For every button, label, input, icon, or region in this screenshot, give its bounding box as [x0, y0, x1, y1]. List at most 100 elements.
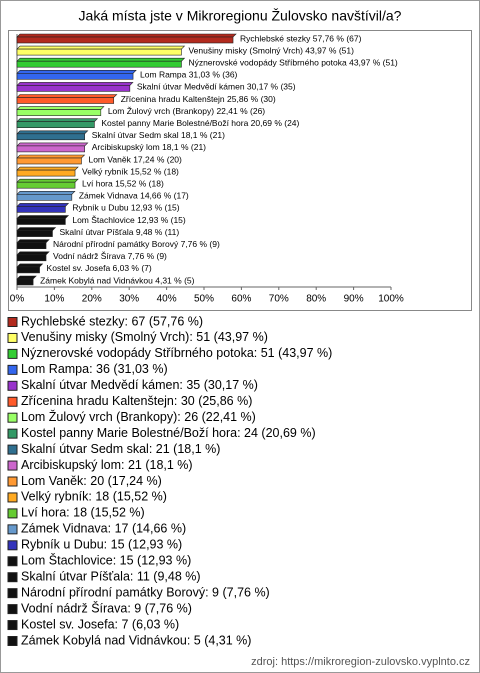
bar [16, 266, 40, 274]
bar-top [16, 215, 70, 219]
x-tick-label: 10% [44, 294, 64, 305]
bar [16, 157, 82, 165]
legend-label: Zámek Kobylá nad Vidnávkou: 5 (4,31 %) [21, 633, 251, 647]
x-tick-label: 60% [231, 294, 251, 305]
x-tick-label: 80% [306, 294, 326, 305]
data-label: Venušiny misky (Smolný Vrch) 43,97 % (51… [188, 45, 354, 55]
legend-label: Národní přírodní památky Borový: 9 (7,76… [21, 585, 270, 599]
bar-top [16, 130, 89, 135]
x-tick-label: 20% [82, 294, 102, 305]
data-label: Skalní útvar Píšťala 9,48 % (11) [59, 227, 179, 237]
x-tick-label: 0% [10, 294, 25, 305]
data-label: Skalní útvar Medvědí kámen 30,17 % (35) [137, 82, 296, 92]
legend-label: Lom Štachlovice: 15 (12,93 %) [21, 553, 191, 568]
bar-top [16, 178, 79, 183]
bar-top [16, 191, 76, 195]
data-label: Vodní nádrž Šírava 7,76 % (9) [53, 251, 167, 261]
x-tick-label: 40% [157, 294, 177, 305]
legend-label: Venušiny misky (Smolný Vrch): 51 (43,97 … [21, 330, 268, 344]
legend-label: Lom Vaněk: 20 (17,24 %) [21, 474, 162, 488]
data-label: Arcibiskupský lom 18,1 % (21) [92, 142, 206, 152]
bar-top [16, 33, 237, 38]
bar-top [16, 118, 99, 122]
x-tick-label: 50% [194, 294, 214, 305]
bar-top [16, 57, 186, 62]
bar [16, 254, 47, 262]
legend-label: Arcibiskupský lom: 21 (18,1 %) [21, 458, 193, 472]
data-label: Rychlebské stezky 57,76 % (67) [240, 33, 362, 43]
legend-label: Skalní útvar Píšťala: 11 (9,48 %) [21, 569, 201, 583]
bar-top [16, 275, 37, 280]
legend-swatch [7, 620, 18, 631]
x-tick-label: 30% [119, 294, 139, 305]
bar-top [16, 239, 50, 243]
legend-label: Kostel sv. Josefa: 7 (6,03 %) [21, 617, 179, 631]
legend-swatch [7, 332, 18, 343]
legend-label: Skalní útvar Medvědí kámen: 35 (30,17 %) [21, 378, 258, 392]
legend-swatch [7, 604, 18, 615]
bar [16, 242, 47, 249]
bar [16, 181, 76, 189]
data-label: Kostel panny Marie Bolestné/Boží hora 20… [101, 118, 299, 128]
bar-top [16, 82, 134, 86]
legend-swatch [7, 444, 18, 455]
data-label: Nýznerovské vodopády Stříbrného potoka 4… [188, 57, 397, 67]
bar-top [16, 142, 89, 147]
bar-top [16, 166, 79, 171]
bar [16, 133, 85, 141]
legend-swatch [7, 524, 18, 535]
bar-top [16, 106, 105, 110]
bar-top [16, 45, 186, 50]
bar [16, 230, 53, 237]
bar [16, 97, 115, 104]
legend-label: Vodní nádrž Šírava: 9 (7,76 %) [21, 600, 192, 615]
data-label: Zřícenina hradu Kaltenštejn 25,86 % (30) [121, 94, 276, 104]
bar [16, 145, 85, 153]
legend-swatch [7, 556, 18, 567]
legend-swatch [7, 428, 18, 439]
legend-swatch [7, 492, 18, 503]
legend-swatch [7, 348, 18, 359]
bar [16, 169, 76, 177]
source: zdroj: https://mikroregion-zulovsko.vypl… [251, 656, 470, 668]
legend-swatch [7, 412, 18, 423]
data-label: Lví hora 15,52 % (18) [82, 178, 164, 188]
bar-top [16, 227, 57, 231]
x-tick-label: 90% [344, 294, 364, 305]
legend-swatch [7, 396, 18, 407]
data-label: Zámek Kobylá nad Vidnávkou 4,31 % (5) [40, 275, 195, 285]
legend-swatch [7, 476, 18, 487]
data-label: Velký rybník 15,52 % (18) [82, 166, 179, 176]
legend-label: Velký rybník: 18 (15,52 %) [21, 490, 167, 504]
bar [16, 36, 234, 44]
data-label: Národní přírodní památky Borový 7,76 % (… [53, 239, 220, 249]
bar [16, 206, 66, 213]
data-label: Lom Štachlovice 12,93 % (15) [72, 215, 186, 225]
legend-swatch [7, 317, 18, 327]
legend-swatch [7, 572, 18, 583]
bar [16, 85, 131, 92]
bar [16, 48, 182, 56]
bar-top [16, 203, 70, 207]
legend-swatch [7, 636, 18, 646]
bar-top [16, 70, 137, 74]
legend-label: Nýznerovské vodopády Stříbrného potoka: … [21, 346, 332, 360]
bar-top [16, 251, 50, 256]
bar [16, 278, 34, 286]
data-label: Lom Vaněk 17,24 % (20) [88, 154, 182, 164]
legend-swatch [7, 588, 18, 599]
legend-label: Rybník u Dubu: 15 (12,93 %) [21, 538, 182, 552]
x-tick-label: 100% [378, 294, 404, 305]
data-label: Lom Rampa 31,03 % (36) [140, 70, 237, 80]
legend-label: Zřícenina hradu Kaltenštejn: 30 (25,86 %… [21, 394, 252, 408]
bar [16, 73, 134, 80]
x-tick-label: 70% [269, 294, 289, 305]
legend-swatch [7, 540, 18, 551]
bar-top [16, 154, 86, 159]
legend-swatch [7, 380, 18, 391]
bar [16, 194, 73, 201]
legend-label: Kostel panny Marie Bolestné/Boží hora: 2… [21, 426, 316, 440]
bar [16, 109, 102, 116]
bar [16, 121, 95, 128]
